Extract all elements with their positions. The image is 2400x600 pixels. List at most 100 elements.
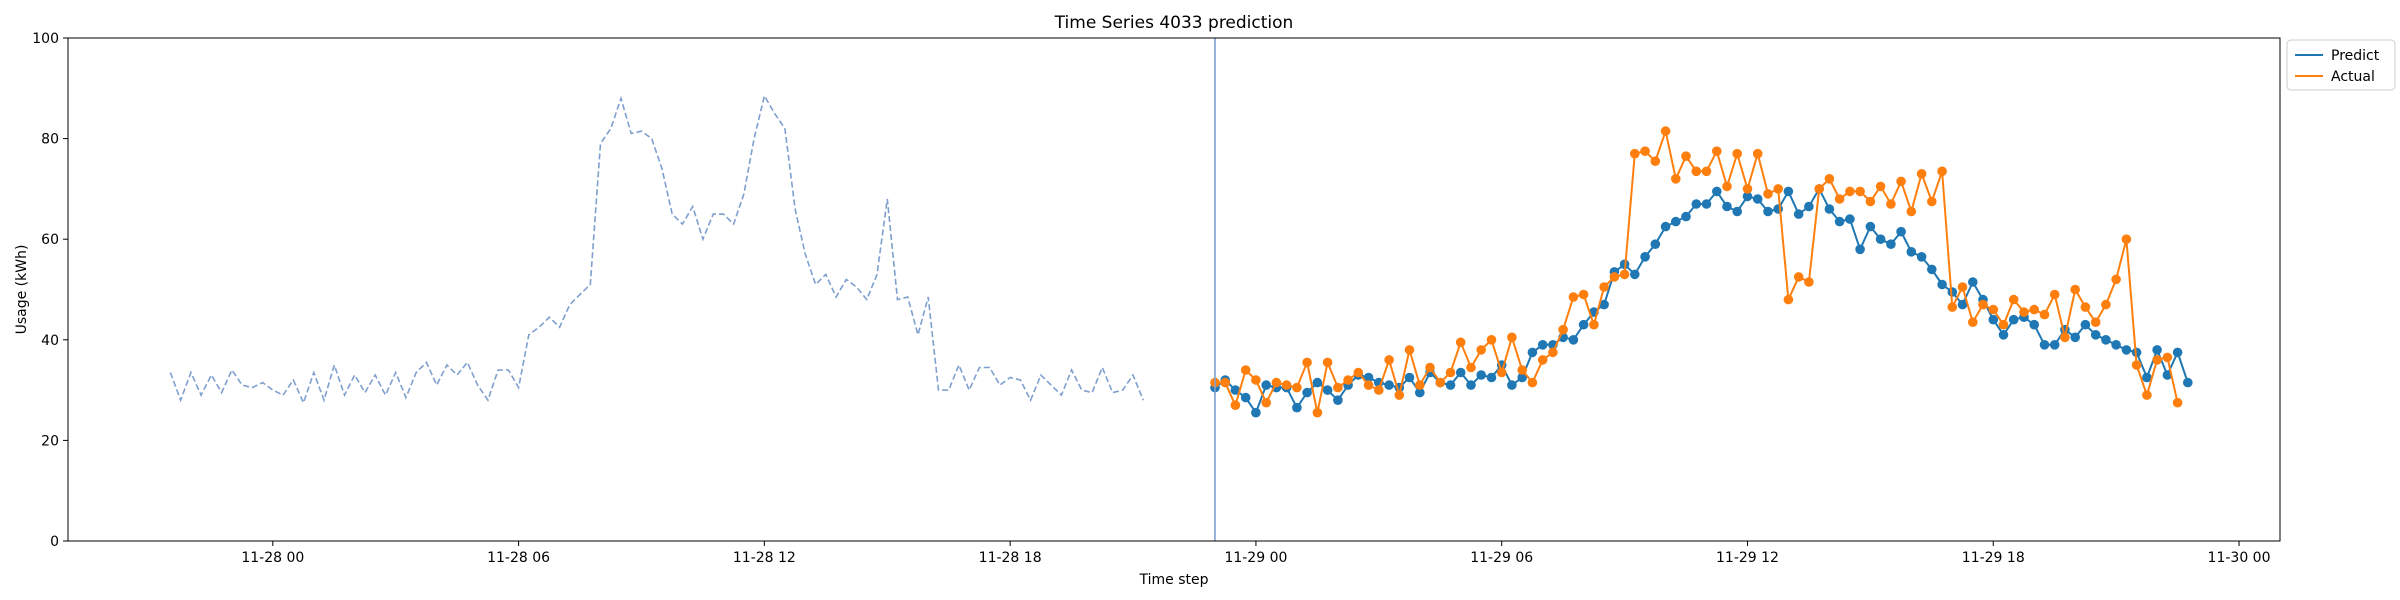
actual-point: [1681, 151, 1691, 161]
predict-point: [1292, 402, 1302, 413]
x-tick-label: 11-28 00: [241, 550, 304, 566]
predict-point: [2131, 347, 2142, 358]
actual-point: [1804, 277, 1814, 287]
actual-point: [1240, 365, 1251, 375]
predict-point: [1476, 370, 1486, 380]
predict-point: [1302, 387, 1312, 398]
series-layer: [1210, 126, 2193, 418]
predict-point: [1691, 199, 1702, 209]
actual-point: [1476, 345, 1486, 355]
actual-point: [1609, 272, 1620, 282]
actual-point: [1589, 319, 1599, 330]
actual-point: [1343, 375, 1353, 385]
actual-point: [1814, 184, 1824, 194]
predict-point: [1660, 221, 1671, 232]
actual-point: [1742, 184, 1753, 194]
actual-point: [2111, 274, 2121, 285]
actual-point: [1712, 146, 1722, 156]
actual-point: [1312, 407, 1323, 418]
predict-point: [1763, 206, 1773, 217]
x-axis-ticks: 11-28 00 11-28 06 11-28 12 11-28 18 11-29 00…: [241, 541, 2271, 566]
actual-point: [1322, 357, 1333, 368]
predict-point: [1886, 239, 1896, 249]
actual-point: [1640, 146, 1650, 156]
predict-point: [1732, 206, 1742, 217]
predict-point: [2049, 340, 2060, 350]
predict-point: [1404, 372, 1415, 383]
actual-point: [2008, 294, 2019, 305]
legend-box: [2286, 39, 2396, 91]
actual-point: [1855, 186, 1865, 197]
actual-point: [1220, 377, 1230, 388]
y-tick-label: 0: [50, 534, 59, 550]
predict-point: [2172, 347, 2183, 358]
predict-point: [2029, 319, 2039, 330]
predict-point: [1855, 244, 1865, 255]
actual-point: [1691, 166, 1702, 177]
actual-point: [1517, 365, 1527, 375]
predict-point: [2070, 332, 2080, 343]
legend-label-predict: Predict: [2331, 48, 2380, 64]
plot-frame: [67, 37, 2281, 542]
actual-point: [1896, 176, 1906, 187]
x-tick-label: 11-30 00: [2208, 550, 2271, 566]
predict-point: [2183, 377, 2193, 388]
actual-point: [1251, 375, 1261, 385]
actual-point: [1537, 355, 1548, 365]
actual-point: [1507, 332, 1517, 343]
actual-point: [1548, 347, 1558, 358]
predict-point: [1251, 407, 1261, 418]
actual-point: [1845, 186, 1855, 197]
y-axis-ticks: 0 20 40 60 80 100: [32, 31, 68, 550]
actual-point: [1394, 390, 1405, 400]
predict-point: [1783, 186, 1794, 197]
actual-point: [1824, 174, 1835, 184]
actual-point: [1415, 380, 1425, 390]
predict-point: [1875, 234, 1886, 244]
actual-point: [1527, 377, 1538, 388]
actual-point: [1333, 382, 1343, 393]
predict-point: [1599, 299, 1609, 310]
actual-point: [2162, 352, 2173, 363]
actual-point: [1230, 400, 1241, 411]
chart-title: Time Series 4033 prediction: [1054, 13, 1294, 33]
predict-point: [2008, 314, 2019, 325]
actual-point: [1578, 289, 1589, 300]
predict-point: [1568, 335, 1579, 345]
predict-point: [1742, 191, 1753, 202]
actual-point: [1906, 206, 1917, 217]
actual-point: [1374, 385, 1384, 395]
predict-point: [1578, 319, 1589, 330]
predict-point: [1824, 204, 1835, 214]
predict-point: [1773, 204, 1783, 214]
predict-point: [2152, 345, 2162, 355]
predict-point: [1916, 251, 1927, 262]
actual-point: [1722, 181, 1732, 192]
actual-point: [1947, 302, 1958, 312]
legend-label-actual: Actual: [2331, 69, 2375, 85]
actual-point: [2121, 234, 2132, 244]
actual-point: [2090, 317, 2101, 328]
actual-point: [1425, 362, 1435, 373]
actual-point: [2060, 332, 2070, 343]
predict-point: [1896, 226, 1906, 237]
actual-point: [1455, 337, 1466, 348]
actual-point: [1558, 324, 1568, 335]
predict-point: [2142, 372, 2152, 383]
predict-point: [1804, 201, 1814, 212]
predict-point: [1957, 299, 1968, 310]
actual-point: [1671, 174, 1681, 184]
y-tick-label: 40: [41, 333, 59, 349]
predict-point: [1240, 392, 1251, 403]
predict-point: [1927, 264, 1937, 275]
actual-point: [1466, 362, 1476, 373]
y-tick-label: 60: [41, 232, 59, 248]
predict-point: [1681, 211, 1691, 222]
actual-point: [1752, 148, 1763, 159]
actual-point: [1834, 194, 1845, 204]
predict-point: [1415, 387, 1425, 398]
actual-point: [1599, 282, 1609, 292]
actual-point: [1660, 126, 1671, 136]
predict-point: [1722, 201, 1732, 212]
